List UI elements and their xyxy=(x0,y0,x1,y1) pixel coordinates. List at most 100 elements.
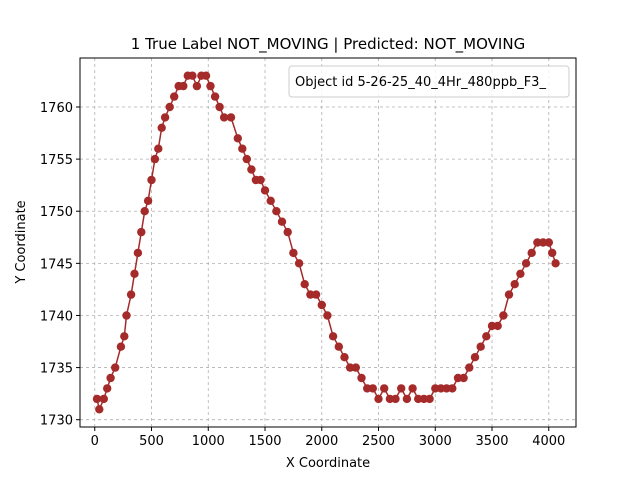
data-point xyxy=(170,92,179,101)
ticks: 0 500 1000 1500 2000 2500 3000 3500 4000 1730 1735… xyxy=(40,101,565,449)
x-tick-label: 1500 xyxy=(248,434,281,449)
data-point xyxy=(277,217,287,226)
data-point xyxy=(465,363,474,372)
data-point xyxy=(106,373,115,383)
data-point xyxy=(548,248,557,258)
data-point xyxy=(116,342,126,351)
data-point xyxy=(154,144,163,153)
plot-background xyxy=(80,58,576,427)
legend-box xyxy=(288,65,570,98)
data-point xyxy=(120,332,129,341)
data-point xyxy=(238,144,247,153)
data-point xyxy=(192,81,202,91)
x-axis-title: X Coordinate xyxy=(286,456,370,471)
data-point xyxy=(504,290,514,299)
x-tick-label: 500 xyxy=(139,434,164,449)
data-point xyxy=(459,373,468,383)
grid xyxy=(80,58,576,427)
x-tick-label: 3500 xyxy=(475,434,508,449)
y-tick-label: 1760 xyxy=(40,101,73,116)
data-point xyxy=(408,384,417,393)
data-point xyxy=(99,394,109,404)
data-point xyxy=(165,102,174,112)
x-tick-label: 2000 xyxy=(305,434,338,449)
data-point xyxy=(103,384,112,393)
data-point xyxy=(266,196,275,205)
y-tick-label: 1730 xyxy=(40,414,73,429)
chart-title: 1 True Label NOT_MOVING | Predicted: NOT… xyxy=(131,35,525,54)
data-point xyxy=(448,384,457,393)
x-tick-label: 4000 xyxy=(532,434,565,449)
data-point xyxy=(215,102,224,112)
data-point xyxy=(143,196,153,205)
data-point xyxy=(300,280,309,289)
data-point xyxy=(323,311,332,320)
legend-entry: Object id 5-26-25_40_4Hr_480ppb_F3_ xyxy=(295,75,546,90)
y-tick-label: 1755 xyxy=(40,153,73,168)
data-point xyxy=(294,259,304,268)
data-point xyxy=(368,384,377,393)
series-layer xyxy=(92,71,560,414)
data-point xyxy=(210,92,220,101)
data-point xyxy=(516,269,525,278)
data-point xyxy=(130,269,139,278)
data-point xyxy=(137,227,146,237)
y-tick-label: 1750 xyxy=(40,205,73,220)
data-point xyxy=(521,259,531,268)
data-point xyxy=(157,123,166,132)
data-point xyxy=(256,175,265,185)
y-tick-label: 1740 xyxy=(40,309,73,324)
data-point xyxy=(425,394,434,404)
data-point xyxy=(499,311,508,320)
x-tick-label: 2500 xyxy=(362,434,395,449)
data-point xyxy=(226,113,236,122)
data-point xyxy=(150,154,160,164)
data-point xyxy=(402,394,412,404)
data-point xyxy=(206,81,215,91)
data-point xyxy=(233,134,242,143)
data-point xyxy=(340,353,349,362)
data-point xyxy=(357,373,366,383)
data-point xyxy=(140,207,149,216)
data-point xyxy=(219,113,229,122)
data-point xyxy=(95,405,104,414)
data-point xyxy=(493,321,502,331)
data-point xyxy=(334,342,343,351)
data-point xyxy=(380,384,389,393)
x-tick-label: 0 xyxy=(91,434,99,449)
data-point xyxy=(272,207,281,216)
data-point xyxy=(260,186,270,195)
legend: Object id 5-26-25_40_4Hr_480ppb_F3_ xyxy=(288,65,570,98)
data-point xyxy=(527,248,536,258)
data-point xyxy=(311,290,321,299)
data-point xyxy=(289,248,298,258)
x-tick-label: 1000 xyxy=(192,434,225,449)
data-point xyxy=(544,238,553,247)
data-point xyxy=(160,113,170,122)
data-point xyxy=(391,394,400,404)
data-point xyxy=(179,81,188,91)
y-tick-label: 1735 xyxy=(40,362,73,377)
data-point xyxy=(147,175,156,185)
data-point xyxy=(317,300,326,310)
data-point xyxy=(482,332,491,341)
data-point xyxy=(283,227,292,237)
data-point xyxy=(351,363,360,372)
data-point xyxy=(476,342,485,351)
data-point xyxy=(328,332,338,341)
data-point xyxy=(247,165,256,174)
y-tick-label: 1745 xyxy=(40,257,73,272)
plot-frame xyxy=(79,57,577,428)
data-point xyxy=(126,290,136,299)
data-point xyxy=(242,154,251,164)
data-point xyxy=(510,280,519,289)
data-point xyxy=(188,71,197,80)
data-point xyxy=(111,363,120,372)
data-point xyxy=(201,71,211,80)
data-point xyxy=(122,311,131,320)
data-point xyxy=(470,353,480,362)
data-point xyxy=(397,384,406,393)
data-point xyxy=(92,394,102,404)
y-axis-title: Y Coordinate xyxy=(14,200,29,284)
